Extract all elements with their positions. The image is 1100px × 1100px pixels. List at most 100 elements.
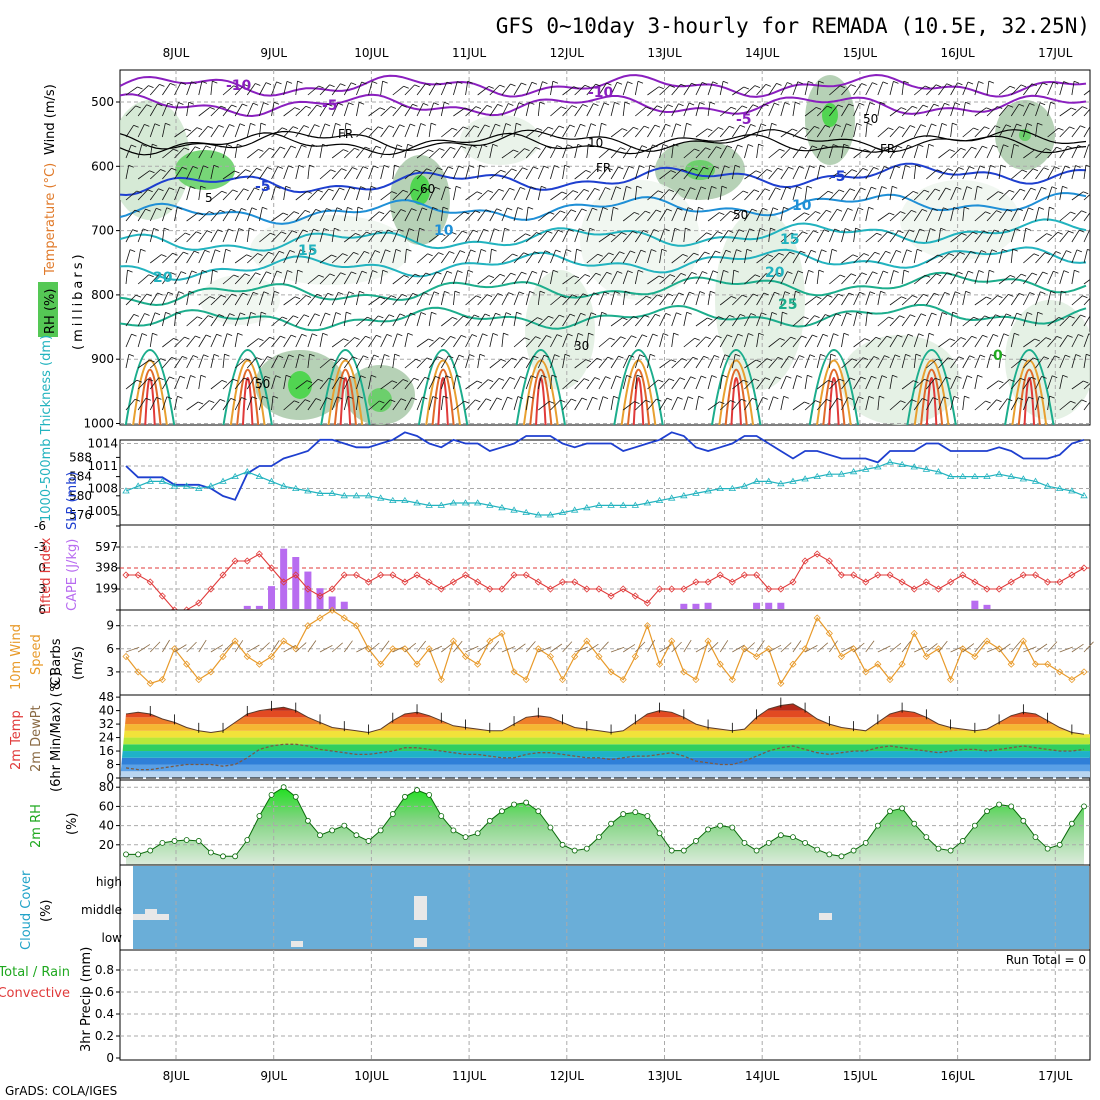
cape-bar xyxy=(243,605,251,609)
wind-barb-flag xyxy=(203,165,209,169)
wind-barb-flag xyxy=(363,355,369,359)
ylabel-precip-total: Total / Rain xyxy=(0,965,70,980)
wind-barb-flag xyxy=(437,356,443,360)
thickness-point xyxy=(279,482,288,489)
wind-barb xyxy=(865,123,868,138)
wind-barb-flag xyxy=(1083,380,1089,384)
wind-barb xyxy=(283,334,292,348)
wind-barb xyxy=(889,107,902,117)
wind-barb xyxy=(331,83,341,96)
wind-barb-flag xyxy=(260,311,267,315)
wind-barb-flag xyxy=(821,249,827,253)
wind-barb-flag xyxy=(701,82,708,85)
wind-barb-flag xyxy=(1092,399,1097,401)
wind-barb-flag xyxy=(173,338,179,341)
wind-barb-flag xyxy=(272,395,279,399)
wind-barb-flag xyxy=(834,228,840,232)
wind-barb xyxy=(258,312,262,327)
wind-barb xyxy=(828,313,837,327)
wind-barb xyxy=(574,249,577,264)
li-point xyxy=(1068,571,1076,579)
wind-barb xyxy=(356,375,362,390)
wind-speed-point xyxy=(510,668,518,676)
wind-barb xyxy=(841,144,845,159)
wind-barb xyxy=(816,144,824,159)
wind-barb xyxy=(938,292,945,306)
wind-barb xyxy=(161,312,166,327)
wind-barb xyxy=(756,358,768,369)
wind-barb xyxy=(829,378,840,390)
ylabel-wind-unit: (m/s) xyxy=(71,646,86,680)
wind-barb-flag xyxy=(936,358,943,362)
wind-barb-flag xyxy=(770,227,776,231)
wind-barb xyxy=(453,107,466,117)
wind-barb-flag xyxy=(889,212,895,216)
wind-barb-flag xyxy=(1003,144,1009,148)
wind-barb-flag xyxy=(258,338,264,341)
thickness-point xyxy=(473,499,482,506)
wind-speed-point xyxy=(704,637,712,645)
wind-barb xyxy=(853,312,858,327)
wind-barb xyxy=(634,270,639,285)
wind-barb xyxy=(586,377,596,390)
wind-barb-flag xyxy=(801,146,807,150)
wind-barb xyxy=(1047,336,1058,348)
wind-barb xyxy=(125,399,136,411)
wind-barb xyxy=(950,82,958,96)
wind-barb xyxy=(501,123,507,138)
wind-barb xyxy=(974,230,984,243)
wind-barb xyxy=(501,377,511,390)
wind-barb-flag xyxy=(200,374,207,378)
wind-barb xyxy=(538,316,549,327)
wind-barb-flag xyxy=(969,166,975,169)
wind-barb xyxy=(392,190,404,201)
temp-band xyxy=(120,757,1090,765)
wind-barb-flag xyxy=(1087,249,1090,251)
wind-barb-flag xyxy=(464,400,470,404)
wind-barb xyxy=(707,127,719,138)
wind-barb-flag xyxy=(618,166,624,170)
wind-barb-flag xyxy=(475,399,481,403)
thickness-point xyxy=(231,472,239,479)
wind-barb xyxy=(162,338,174,348)
wind-barb-flag xyxy=(219,209,226,213)
wind-barb-flag xyxy=(1016,123,1022,127)
wind-barb-flag xyxy=(1066,250,1072,253)
wind-barb-flag xyxy=(293,315,299,319)
wind-barb-flag xyxy=(595,272,601,276)
wind-barb-10m xyxy=(732,644,745,653)
wind-barb xyxy=(610,102,615,117)
wind-barb xyxy=(259,252,269,264)
wind-barb xyxy=(731,314,741,327)
wind-barb xyxy=(331,292,339,306)
rh-blob xyxy=(175,150,235,190)
wind-barb xyxy=(744,378,755,390)
wind-barb-flag xyxy=(533,166,539,170)
wind-barb-flag xyxy=(721,185,728,189)
wind-barb xyxy=(707,335,717,348)
wind-barb xyxy=(440,166,449,180)
wind-barb xyxy=(877,355,885,369)
wind-barb xyxy=(683,376,691,390)
wind-barb xyxy=(634,81,639,96)
wind-barb-flag xyxy=(1029,103,1035,106)
wind-barb-10m xyxy=(186,641,197,653)
wind-barb-flag xyxy=(1009,275,1016,278)
wind-barb xyxy=(186,102,190,117)
wind-barb xyxy=(816,354,821,369)
thickness-point xyxy=(401,496,409,503)
wind-barb-flag xyxy=(787,82,793,85)
wind-barb-flag xyxy=(152,143,158,147)
wind-barb xyxy=(307,333,313,348)
wind-barb-flag xyxy=(499,273,506,277)
li-point xyxy=(1019,571,1027,579)
wind-barb-flag xyxy=(1069,315,1075,319)
wind-barb xyxy=(198,107,211,117)
wind-barb xyxy=(695,396,699,411)
wind-barb xyxy=(659,274,671,285)
surface-isotherm xyxy=(515,349,566,425)
rh-blob xyxy=(368,388,392,412)
wind-barb xyxy=(998,190,1010,201)
wind-barb-flag xyxy=(250,123,256,126)
wind-barb-flag xyxy=(288,354,294,358)
